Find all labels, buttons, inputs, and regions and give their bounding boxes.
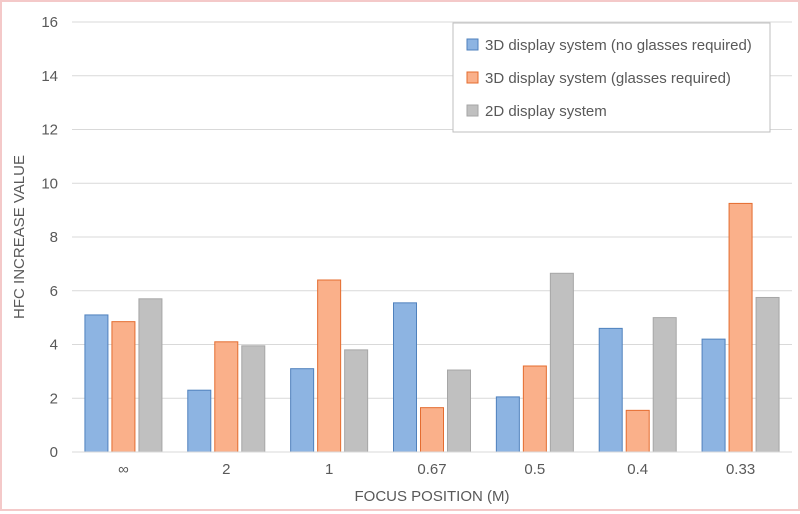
bar <box>187 389 212 453</box>
bar <box>84 314 109 453</box>
bar <box>522 365 547 453</box>
legend-box <box>452 22 771 133</box>
bar <box>393 302 417 453</box>
bar <box>598 327 623 453</box>
bar <box>549 272 574 453</box>
y-tick-label: 4 <box>50 337 58 354</box>
legend-label: 3D display system (glasses required) <box>485 70 731 87</box>
bar <box>625 409 650 453</box>
y-tick-label: 6 <box>50 283 58 300</box>
bar <box>495 396 520 453</box>
bar <box>290 368 315 453</box>
x-tick-label: 2 <box>222 461 230 478</box>
bar <box>111 321 136 453</box>
legend-swatch <box>466 71 479 84</box>
y-tick-label: 2 <box>50 390 58 407</box>
bar <box>701 338 726 453</box>
legend-label: 3D display system (no glasses required) <box>485 37 752 54</box>
bar <box>652 317 677 453</box>
x-axis-title: FOCUS POSITION (M) <box>355 488 510 505</box>
gridlines <box>72 21 792 399</box>
y-tick-label: 8 <box>50 229 58 246</box>
legend-swatch <box>466 38 479 51</box>
x-tick-label: ∞ <box>118 461 129 478</box>
bar <box>214 341 239 453</box>
y-tick-label: 14 <box>41 68 58 85</box>
bars <box>84 202 780 453</box>
y-tick-label: 16 <box>41 14 58 31</box>
bar <box>317 279 342 453</box>
x-tick-label: 0.33 <box>726 461 755 478</box>
y-axis-title: HFC INCREASE VALUE <box>11 155 28 319</box>
x-tick-label: 1 <box>325 461 333 478</box>
bar <box>420 407 444 453</box>
y-tick-label: 0 <box>50 444 58 461</box>
bar <box>728 202 753 453</box>
x-tick-label: 0.4 <box>627 461 648 478</box>
y-axis-ticks: 0 2 4 6 8 10 12 14 16 <box>41 14 58 461</box>
bar <box>447 369 471 453</box>
bar <box>344 349 369 453</box>
bar <box>755 296 780 453</box>
bar <box>138 298 163 453</box>
x-tick-label: 0.67 <box>417 461 446 478</box>
legend-label: 2D display system <box>485 103 607 120</box>
y-tick-label: 10 <box>41 175 58 192</box>
x-tick-label: 0.5 <box>524 461 545 478</box>
legend-swatch <box>466 104 479 117</box>
legend: 3D display system (no glasses required) 3… <box>452 22 771 133</box>
x-axis-ticks: ∞ 2 1 0.67 0.5 0.4 0.33 <box>118 461 755 478</box>
legend-items: 3D display system (no glasses required) 3… <box>466 37 752 120</box>
bar <box>241 345 266 453</box>
y-tick-label: 12 <box>41 122 58 139</box>
